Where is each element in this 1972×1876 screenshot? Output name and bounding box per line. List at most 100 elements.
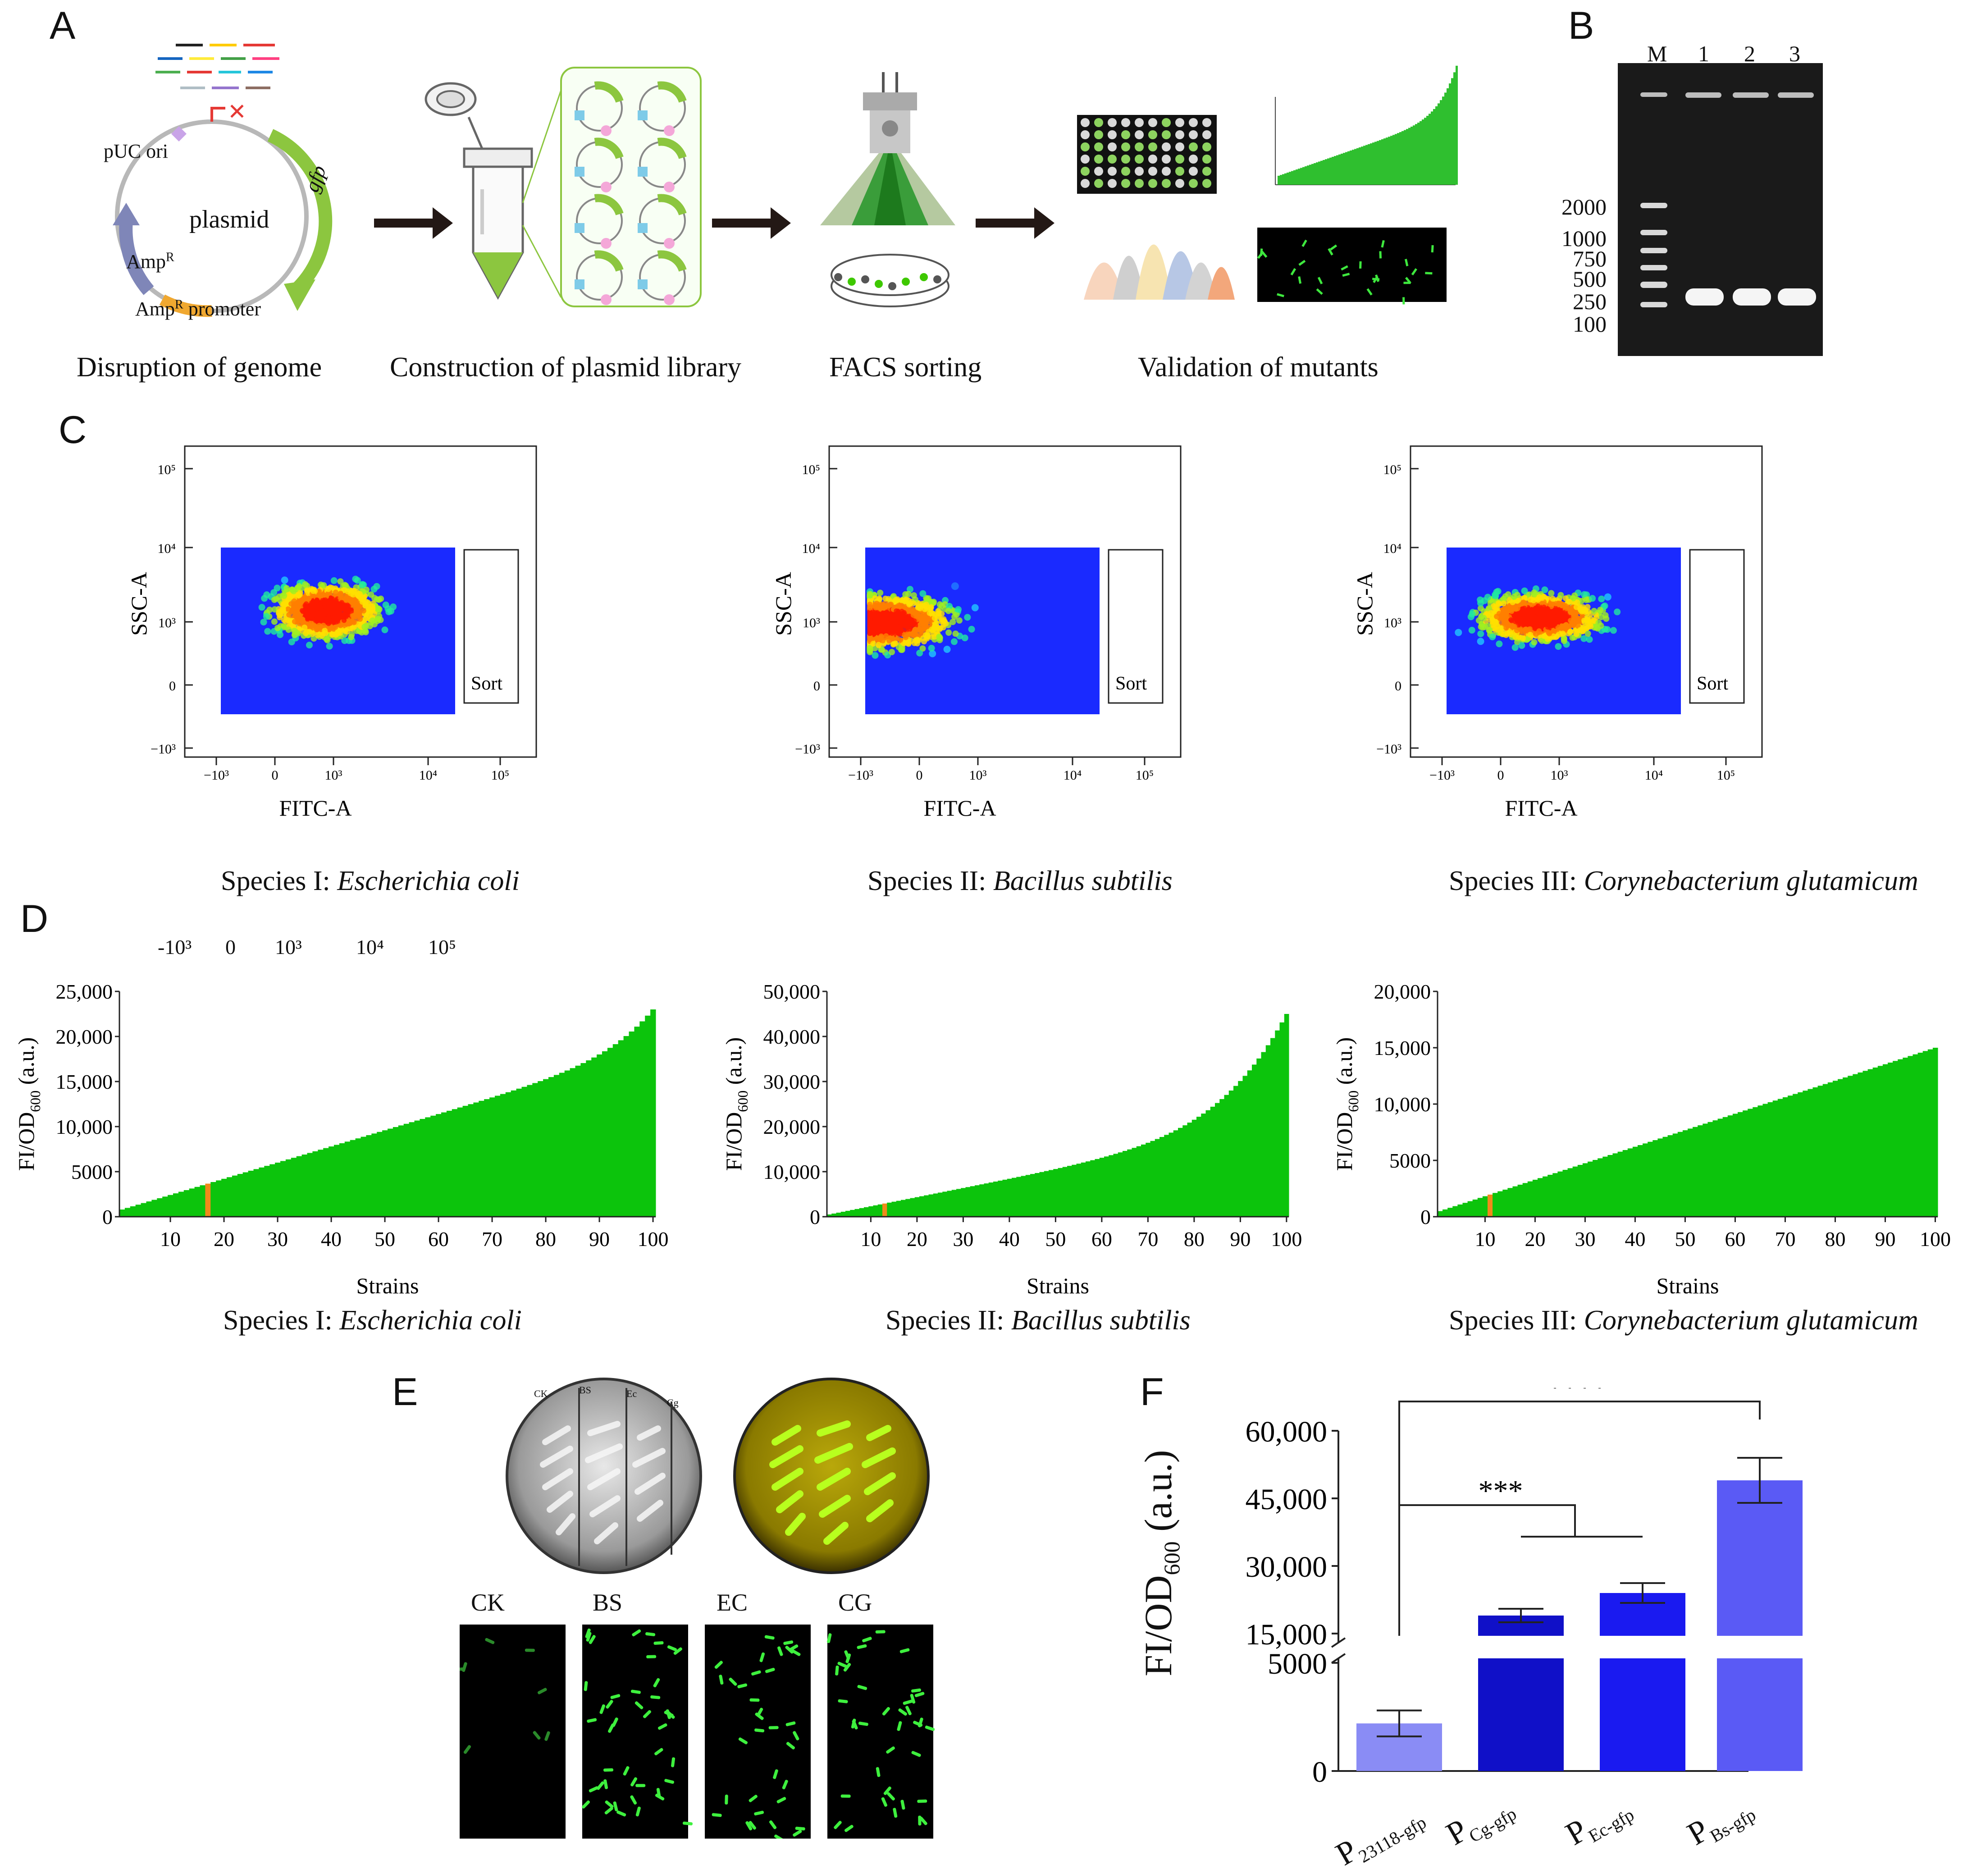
density-dot xyxy=(1561,603,1567,608)
density-dot xyxy=(1514,628,1520,633)
well xyxy=(1175,167,1184,176)
ampr-promoter-label: AmpR promoter xyxy=(135,297,261,320)
bar xyxy=(1928,1050,1933,1217)
density-dot xyxy=(1530,598,1536,603)
density-dot xyxy=(306,642,313,648)
bar xyxy=(618,1040,624,1217)
step-validation: Validation of mutants xyxy=(1138,351,1379,383)
density-dot xyxy=(381,626,388,633)
bar xyxy=(1169,1132,1174,1217)
density-dot xyxy=(939,617,945,623)
bar xyxy=(901,1200,906,1217)
bar xyxy=(984,1183,989,1217)
d-caption-2: Species II: Bacillus subtilis xyxy=(886,1305,1191,1337)
bar xyxy=(350,1140,356,1217)
x-tick-label: 10⁵ xyxy=(491,768,509,783)
density-dot xyxy=(1573,617,1578,623)
bar xyxy=(1063,1167,1068,1217)
bar xyxy=(629,1032,635,1217)
cell xyxy=(769,1726,779,1730)
well xyxy=(1189,130,1198,139)
density-dot xyxy=(962,634,968,641)
bar xyxy=(1146,1143,1150,1217)
density-dot xyxy=(292,598,297,604)
bar xyxy=(259,1168,264,1217)
density-dot xyxy=(1538,612,1543,617)
bar xyxy=(915,1197,920,1217)
bar xyxy=(938,1192,943,1217)
well xyxy=(1081,155,1090,164)
bar xyxy=(650,1009,656,1217)
well xyxy=(1148,118,1157,127)
arrow-3-icon xyxy=(976,207,1054,239)
y-tick-label: 40,000 xyxy=(763,1025,821,1048)
bar xyxy=(1838,1079,1843,1217)
bar xyxy=(377,1132,382,1217)
density-dot xyxy=(304,601,309,606)
bar xyxy=(1280,1022,1285,1217)
bar xyxy=(1633,1147,1638,1217)
density-dot xyxy=(1577,627,1583,633)
bar xyxy=(586,1060,591,1217)
bar xyxy=(1858,1073,1863,1217)
density-dot xyxy=(894,598,900,603)
bar xyxy=(1533,1180,1538,1217)
cell xyxy=(1359,261,1362,269)
x-tick-label: 80 xyxy=(535,1228,556,1251)
density-dot xyxy=(877,589,883,596)
bar xyxy=(463,1106,468,1217)
bar xyxy=(1127,1150,1132,1217)
x-tick-label: 0 xyxy=(272,768,278,783)
density-dot xyxy=(344,613,349,618)
bar xyxy=(339,1143,345,1217)
density-dot xyxy=(1550,596,1556,602)
density-dot xyxy=(1494,605,1500,611)
microscopy-ec xyxy=(705,1625,811,1839)
agar-plates xyxy=(496,1374,946,1582)
bar xyxy=(1733,1114,1738,1217)
cell xyxy=(525,1648,535,1652)
bar xyxy=(1016,1177,1021,1217)
density-dot xyxy=(1583,597,1589,603)
density-dot xyxy=(972,604,979,612)
density-dot xyxy=(1523,627,1528,632)
bar xyxy=(554,1075,559,1217)
density-dot xyxy=(324,616,329,621)
y-tick-label: 0 xyxy=(1312,1756,1327,1789)
density-dot xyxy=(302,581,308,588)
cell xyxy=(841,1794,851,1798)
bar xyxy=(543,1079,548,1217)
bar xyxy=(859,1208,864,1217)
density-dot xyxy=(371,621,378,627)
sort-gate-label: Sort xyxy=(1697,673,1728,694)
density-dot xyxy=(323,598,328,603)
bar xyxy=(141,1203,146,1217)
x-tick-label: 20 xyxy=(1525,1228,1545,1251)
bar xyxy=(1552,1173,1558,1217)
bar xyxy=(1923,1051,1928,1217)
bar xyxy=(527,1085,532,1217)
x-axis-label: Strains xyxy=(1657,1273,1719,1298)
density-dot xyxy=(332,619,337,624)
bar xyxy=(388,1129,393,1217)
bar xyxy=(297,1156,302,1217)
well xyxy=(1135,155,1144,164)
bar xyxy=(1229,1091,1234,1217)
density-dot xyxy=(1546,609,1551,614)
density-dot xyxy=(1525,620,1530,625)
lane-3: 3 xyxy=(1789,41,1800,67)
bar xyxy=(1077,1164,1082,1217)
y-tick-label: 10⁴ xyxy=(1383,541,1401,556)
density-dot xyxy=(1541,633,1547,639)
bar xyxy=(329,1146,334,1217)
bar xyxy=(511,1091,516,1217)
density-dot xyxy=(315,598,320,603)
x-tick-label: 10 xyxy=(1474,1228,1495,1251)
x-tick-label: 100 xyxy=(1920,1228,1951,1251)
bar xyxy=(430,1116,436,1217)
x-tick-label: 10⁴ xyxy=(1064,768,1082,783)
cell xyxy=(1379,251,1382,258)
bar xyxy=(254,1169,259,1217)
bar xyxy=(1723,1117,1728,1217)
